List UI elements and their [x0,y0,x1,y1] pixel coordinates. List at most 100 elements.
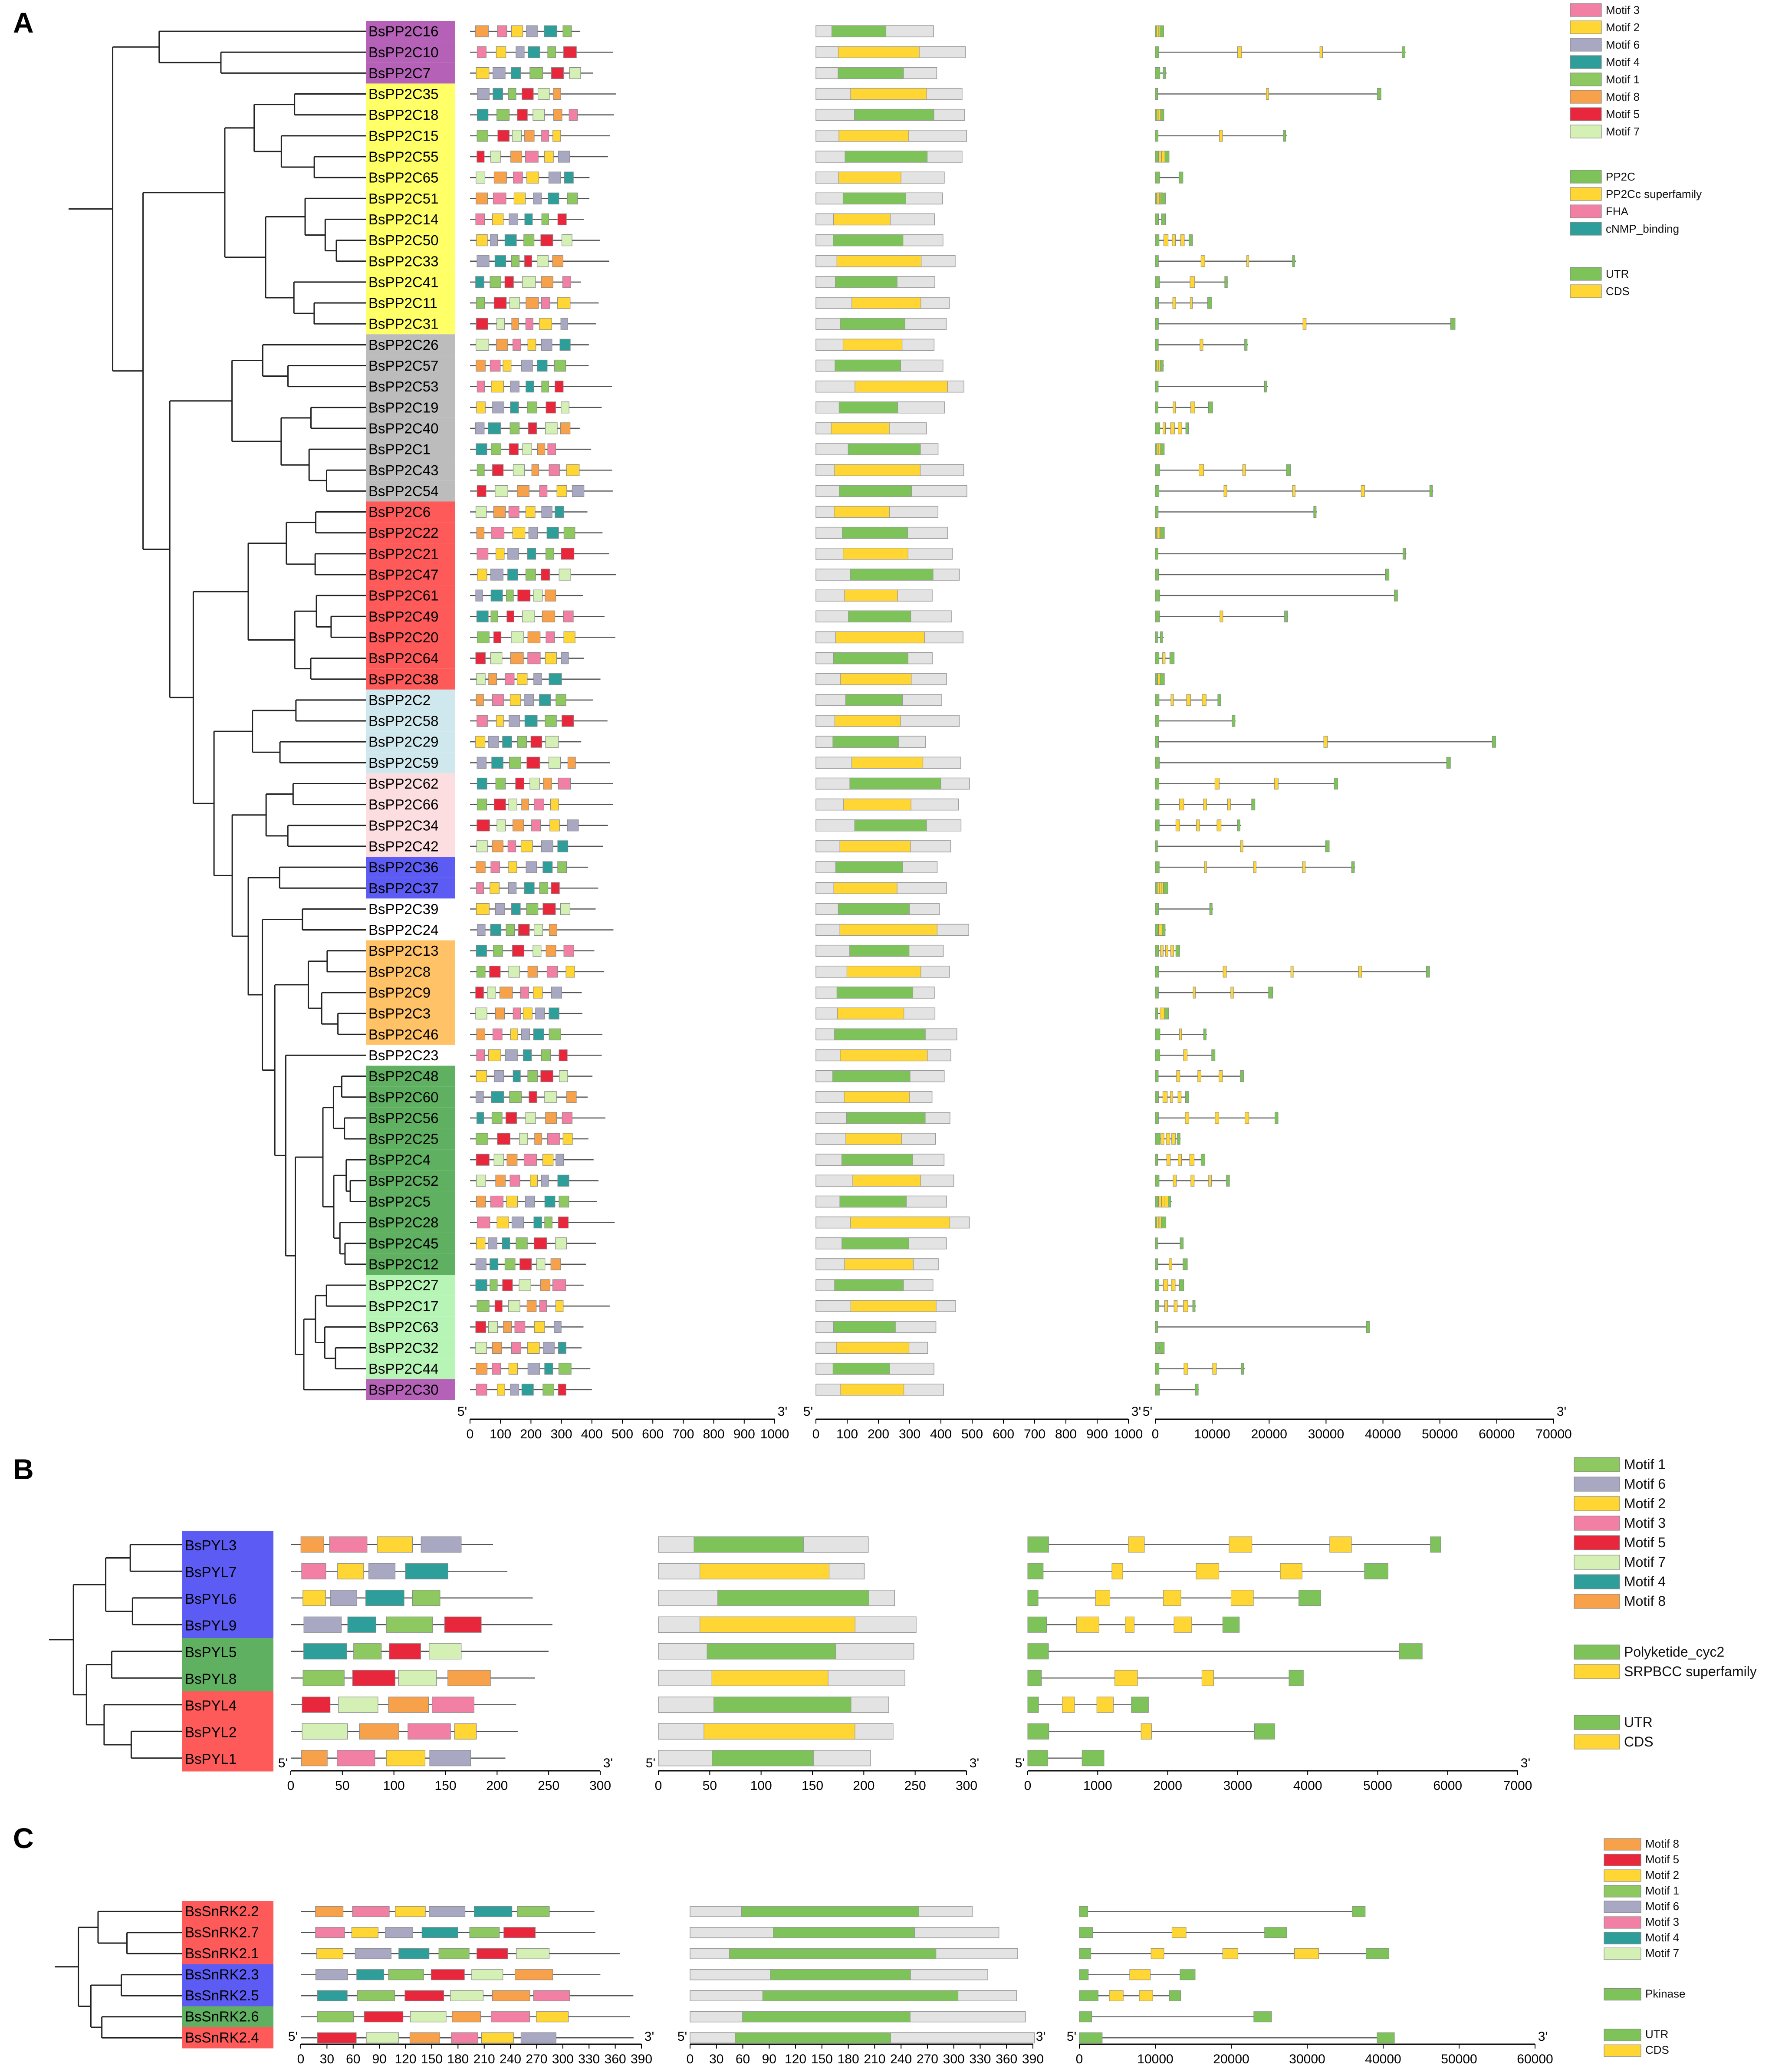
motif-box [385,1927,413,1938]
motif-box [352,1670,395,1686]
motif-legend-swatch [1574,1555,1620,1570]
motif-box [337,1563,364,1579]
group-color-box [366,1170,455,1191]
gene-label: BsPP2C25 [368,1131,438,1147]
motif-box [511,631,524,644]
motif-box [388,1969,424,1980]
exon-box [1201,1670,1214,1686]
domain-box [838,171,901,184]
motif-box [476,1363,488,1375]
domain-box [833,1321,896,1333]
gene-label: BsPP2C57 [368,358,438,374]
exon-box [1366,1321,1370,1333]
exon-box [1027,1697,1039,1713]
motif-box [492,1363,501,1375]
motif-box [477,819,490,832]
motif-box [408,1723,451,1740]
motif-box [475,422,485,434]
group-color-box [182,1943,273,1964]
exon-box [1286,464,1291,476]
exon-box [1197,1070,1201,1082]
motif-box [533,1990,570,2001]
motif-box [477,46,487,58]
motif-box [509,213,519,226]
exon-box [1162,924,1166,936]
group-color-box [182,1585,273,1612]
exon-box [1163,67,1166,79]
motif-box [522,610,535,622]
motif-box [533,673,542,685]
panel-label-c: C [13,1822,34,1854]
axis-tick-label: 300 [551,1427,572,1441]
gene-label: BsPP2C31 [368,316,438,332]
motif-box [572,485,585,497]
motif-box [475,1321,486,1333]
domain-box [839,924,937,936]
gene-label: BsPP2C62 [368,776,438,792]
motif-box [491,1112,503,1124]
motif-box [503,1321,512,1333]
domain-box [833,234,904,247]
gene-label: BsPP2C40 [368,420,438,436]
group-color-box [366,919,455,941]
exon-box [1196,819,1200,832]
domain-box [735,2032,891,2043]
motif-legend-label: Motif 4 [1606,56,1640,69]
motif-box [493,945,503,957]
exon-box [1139,1990,1153,2001]
motif-box [551,67,564,79]
motif-box [564,171,574,184]
motif-box [537,88,550,100]
exon-box [1164,1007,1169,1020]
motif-box [505,1049,518,1062]
motif-box [491,381,504,393]
exon-box [1319,46,1323,58]
motif-box [507,840,516,852]
exon-box [1217,694,1221,706]
gene-label: BsPP2C36 [368,859,438,875]
motif-box [521,1384,534,1396]
exon-box [1220,610,1223,622]
exon-box [1160,192,1166,204]
motif-box [513,1007,521,1020]
motif-box [527,1342,540,1354]
gene-labels: BsPP2C16BsPP2C10BsPP2C7BsPP2C35BsPP2C18B… [185,23,438,2046]
motif-box [540,1279,551,1291]
motif-box [476,903,490,915]
axis-tick-label: 5000 [1363,1779,1392,1793]
domain-box [840,1384,904,1396]
motif-box [549,819,560,832]
exon-box [1229,1536,1253,1553]
exon-box [1155,1091,1159,1103]
domain-box [854,109,934,121]
exon-box [1280,1563,1302,1579]
motif-box [493,88,503,100]
group-color-box [366,230,455,251]
motif-box [476,359,486,372]
axis-tick-label: 500 [961,1427,983,1441]
motif-box [549,673,562,685]
domain-box [839,1195,907,1208]
exon-box [1402,548,1406,560]
domain-box [840,318,906,330]
exon-box [1095,1590,1111,1606]
gene-label: BsPP2C13 [368,943,438,959]
domain-box [694,1536,804,1553]
exon-box [1223,485,1227,497]
domain-box [839,840,911,852]
motif-box [542,610,556,622]
domain-box [845,1133,902,1145]
motif-box [526,756,540,769]
exon-box [1200,1154,1205,1166]
motif-box [477,569,487,581]
motif-box [497,1384,505,1396]
exon-box [1211,1049,1216,1061]
gene-label: BsPP2C1 [368,441,431,457]
exon-box [1163,882,1168,894]
motif-box [563,527,575,539]
exon-box [1171,1927,1187,1938]
motif-legend-swatch [1570,38,1602,52]
group-color-box [366,710,455,732]
motif-legend-swatch [1604,1932,1641,1944]
exon-box [1155,1174,1160,1187]
